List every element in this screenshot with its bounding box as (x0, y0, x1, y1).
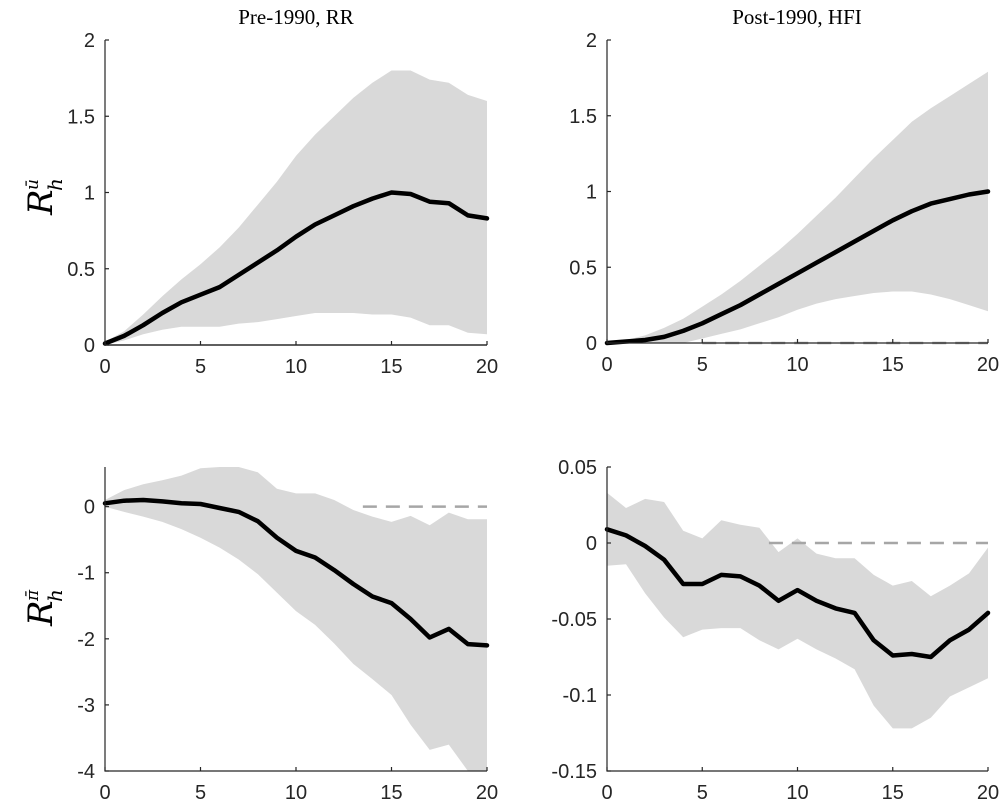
x-tick-label: 20 (476, 356, 498, 378)
x-tick-label: 0 (99, 356, 110, 378)
x-tick-label: 15 (882, 782, 904, 804)
y-tick-label: 0.05 (558, 457, 597, 479)
y-tick-label: -0.05 (551, 609, 597, 631)
median-response-line (604, 527, 991, 660)
x-tick-label: 5 (195, 782, 206, 804)
x-tick-label: 5 (697, 782, 708, 804)
x-tick-label: 20 (476, 782, 498, 804)
y-tick-label: 1.5 (67, 106, 95, 128)
y-tick-label: 1 (84, 183, 95, 205)
y-axis-label-subscript: h (43, 178, 67, 191)
panel-title: Post-1990, HFI (732, 5, 862, 29)
y-tick-label: 0 (84, 335, 95, 357)
y-tick-label: 2 (84, 30, 95, 52)
y-tick-label: 0 (586, 533, 597, 555)
panel-2: 0 5 10 15 20 0 0.5 1 1.5 2 Post-1990, HFI (569, 5, 999, 376)
y-axis-label-symbol: R (21, 600, 61, 627)
confidence-band (105, 70, 487, 345)
y-tick-label: -4 (77, 761, 95, 783)
y-tick-label: 0.5 (569, 257, 597, 279)
x-tick-label: 10 (786, 354, 808, 376)
x-tick-label: 10 (285, 356, 307, 378)
x-tick-label: 15 (882, 354, 904, 376)
panel-1: 0 5 10 15 20 0 0.5 1 1.5 2 Pre-1990, RR Rhū (21, 5, 498, 378)
x-tick-label: 10 (786, 782, 808, 804)
y-tick-label: 0.5 (67, 259, 95, 281)
y-tick-label: 0 (586, 333, 597, 355)
y-tick-label: -3 (77, 695, 95, 717)
y-tick-label: -0.15 (551, 761, 597, 783)
x-tick-label: 0 (601, 782, 612, 804)
median-response-line (102, 497, 490, 648)
y-tick-label: -0.1 (563, 685, 597, 707)
y-axis-label-superscript: ū (23, 179, 43, 190)
confidence-band (105, 467, 487, 771)
median-response-line (102, 190, 490, 346)
y-tick-label: 1 (586, 182, 597, 204)
x-tick-label: 20 (977, 782, 999, 804)
y-axis-label-subscript: h (43, 589, 67, 602)
y-tick-label: 1.5 (569, 106, 597, 128)
x-tick-label: 5 (697, 354, 708, 376)
x-tick-label: 15 (380, 356, 402, 378)
x-tick-label: 0 (99, 782, 110, 804)
y-axis-label: Rhπ̄ (21, 589, 67, 627)
y-tick-label: -2 (77, 629, 95, 651)
confidence-band (607, 492, 988, 729)
y-axis-label-symbol: R (21, 189, 61, 216)
y-tick-label: -1 (77, 563, 95, 585)
panel-4: 0 5 10 15 20 -0.15 -0.1 -0.05 0 0.05 (551, 457, 999, 804)
median-response-line (604, 189, 991, 346)
y-tick-label: 0 (84, 497, 95, 519)
y-axis-label: Rhū (21, 178, 67, 216)
x-tick-label: 0 (601, 354, 612, 376)
y-axis-label-superscript: π̄ (23, 589, 43, 602)
panel-3: 0 5 10 15 20 -4 -3 -2 -1 0 Rhπ̄ (21, 467, 498, 804)
panel-title: Pre-1990, RR (238, 5, 354, 29)
x-tick-label: 10 (285, 782, 307, 804)
x-tick-label: 5 (195, 356, 206, 378)
x-tick-label: 20 (977, 354, 999, 376)
y-tick-label: 2 (586, 30, 597, 52)
confidence-band (607, 71, 988, 344)
x-tick-label: 15 (380, 782, 402, 804)
